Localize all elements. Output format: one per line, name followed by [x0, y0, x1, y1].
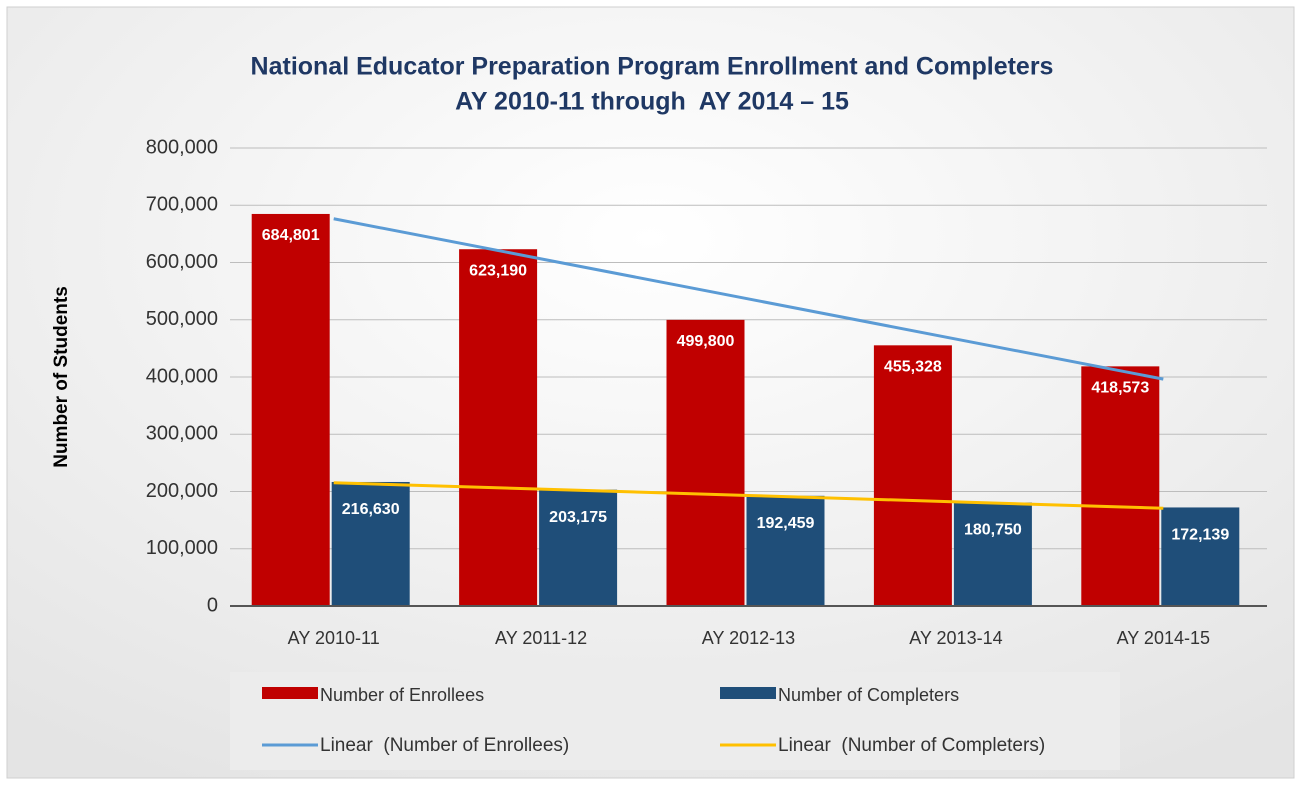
legend-label: Number of Completers — [778, 685, 959, 705]
y-tick-label: 600,000 — [146, 251, 218, 273]
data-label: 499,800 — [677, 333, 735, 350]
bar — [1161, 507, 1240, 606]
y-tick-label: 200,000 — [146, 480, 218, 502]
legend-label: Linear (Number of Completers) — [778, 735, 1045, 756]
bar — [746, 495, 825, 606]
legend-label: Linear (Number of Enrollees) — [320, 735, 569, 756]
legend-swatch — [720, 687, 776, 699]
data-label: 172,139 — [1171, 527, 1229, 544]
bar — [251, 213, 330, 607]
data-label: 216,630 — [342, 501, 400, 518]
data-label: 418,573 — [1091, 380, 1149, 397]
bar — [539, 489, 618, 606]
data-label: 623,190 — [469, 262, 527, 279]
data-label: 203,175 — [549, 509, 607, 526]
bar — [459, 249, 538, 606]
y-tick-label: 500,000 — [146, 308, 218, 330]
data-label: 684,801 — [262, 227, 320, 244]
y-tick-label: 300,000 — [146, 423, 218, 445]
data-label: 192,459 — [757, 515, 815, 532]
y-tick-label: 100,000 — [146, 537, 218, 559]
data-label: 455,328 — [884, 359, 942, 376]
chart-title: National Educator Preparation Program En… — [251, 53, 1054, 81]
y-tick-label: 0 — [207, 594, 218, 616]
x-tick-label: AY 2012-13 — [702, 628, 795, 648]
chart-subtitle: AY 2010-11 through AY 2014 – 15 — [455, 88, 849, 116]
y-tick-label: 800,000 — [146, 136, 218, 158]
data-label: 180,750 — [964, 522, 1022, 539]
bar — [331, 481, 410, 606]
trendline — [333, 217, 1164, 381]
x-tick-label: AY 2013-14 — [909, 628, 1002, 648]
x-tick-label: AY 2011-12 — [495, 628, 587, 648]
legend-swatch — [262, 687, 318, 699]
bar — [873, 345, 952, 606]
bar — [953, 502, 1032, 606]
y-tick-label: 700,000 — [146, 194, 218, 216]
chart-background — [6, 6, 1295, 779]
bar — [666, 319, 745, 606]
y-axis-title: Number of Students — [51, 286, 72, 468]
legend-box — [230, 672, 1120, 770]
trendline — [333, 481, 1164, 510]
y-tick-label: 400,000 — [146, 365, 218, 387]
x-tick-label: AY 2010-11 — [288, 628, 380, 648]
bar — [1081, 366, 1160, 606]
x-tick-label: AY 2014-15 — [1117, 628, 1210, 648]
legend-label: Number of Enrollees — [320, 685, 484, 705]
